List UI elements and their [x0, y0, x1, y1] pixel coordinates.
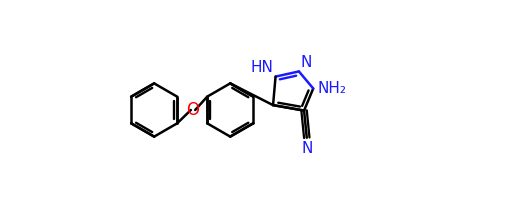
Text: N: N — [301, 141, 312, 156]
Text: NH₂: NH₂ — [317, 81, 346, 96]
Text: O: O — [186, 101, 200, 119]
Text: HN: HN — [250, 60, 273, 75]
Text: N: N — [300, 55, 312, 70]
